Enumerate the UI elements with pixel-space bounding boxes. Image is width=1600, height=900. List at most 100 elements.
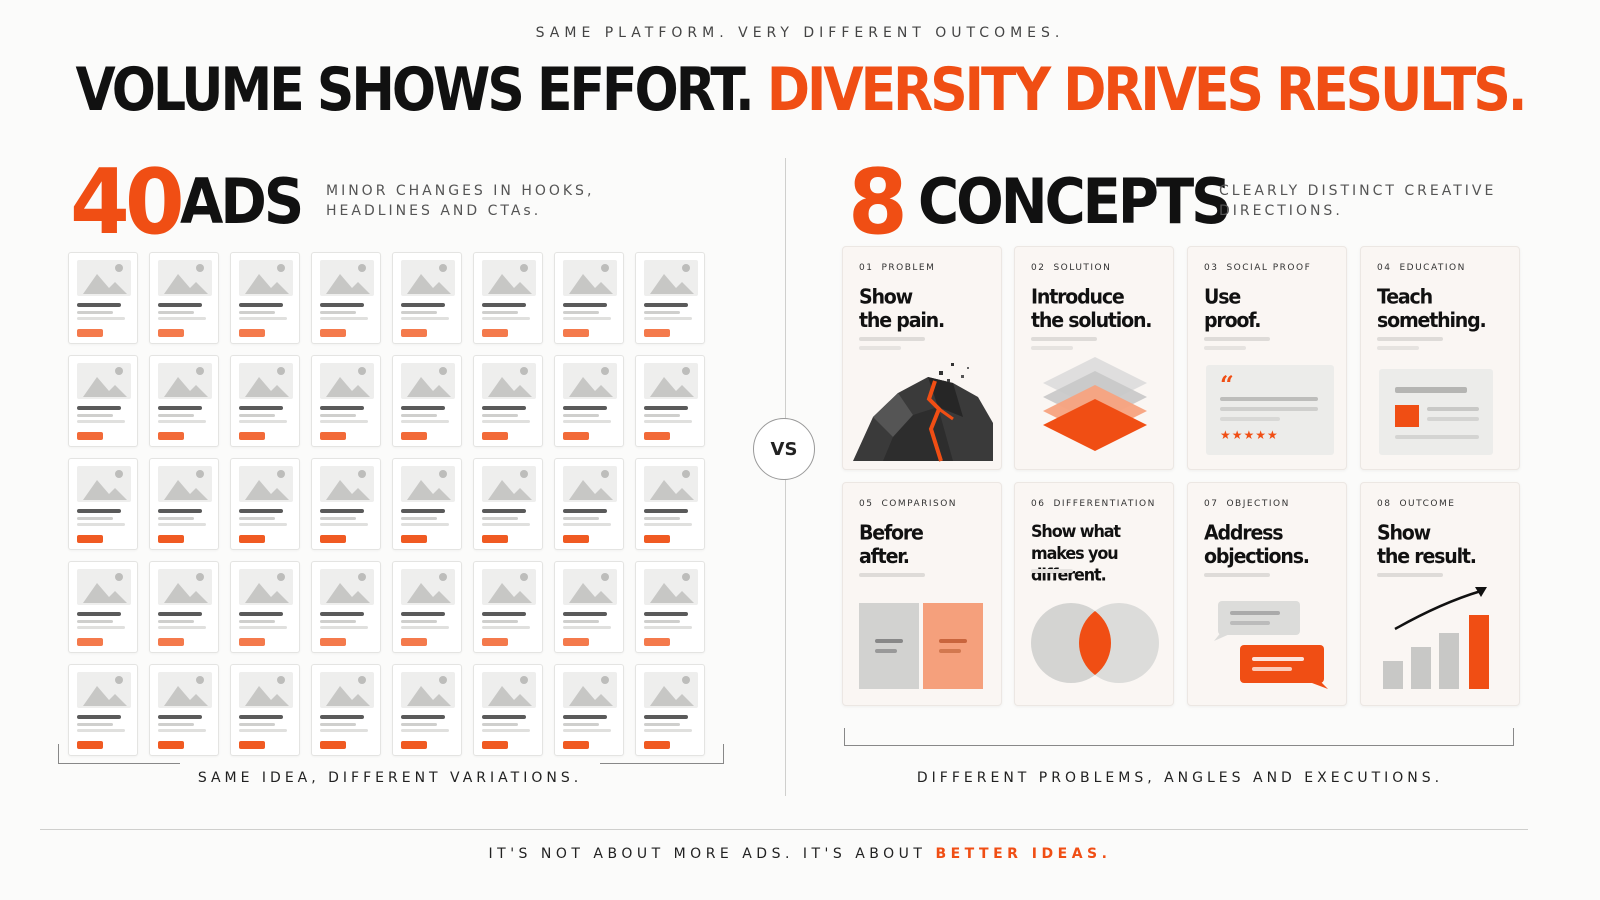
left-note: MINOR CHANGES IN HOOKS, HEADLINES AND CT… <box>326 181 594 221</box>
image-placeholder-icon <box>158 260 212 296</box>
ad-thumbnail <box>392 252 462 344</box>
cta-bar <box>239 432 265 440</box>
image-placeholder-icon <box>644 672 698 708</box>
ad-thumbnail <box>149 355 219 447</box>
image-placeholder-icon <box>644 363 698 399</box>
image-placeholder-icon <box>482 466 536 502</box>
kicker-text: SAME PLATFORM. VERY DIFFERENT OUTCOMES. <box>535 25 1065 41</box>
image-placeholder-icon <box>158 672 212 708</box>
image-placeholder-icon <box>239 569 293 605</box>
ad-thumbnail <box>230 252 300 344</box>
cta-bar <box>239 535 265 543</box>
concept-tag: OUTCOME <box>1399 499 1456 509</box>
left-word: ADS <box>180 166 304 239</box>
ad-thumbnail <box>473 458 543 550</box>
right-number: 8 <box>848 150 908 255</box>
concept-card-comparison: 05 COMPARISON Before after. <box>842 482 1002 706</box>
cta-bar <box>563 432 589 440</box>
ad-thumbnail <box>392 561 462 653</box>
cta-bar <box>320 535 346 543</box>
concept-card-objection: 07 OBJECTION Address objections. <box>1187 482 1347 706</box>
cta-bar <box>563 535 589 543</box>
ad-thumbnail <box>68 252 138 344</box>
right-word: CONCEPTS <box>918 166 1231 239</box>
ad-thumbnail <box>311 561 381 653</box>
cta-bar <box>482 329 508 337</box>
cta-bar <box>401 432 427 440</box>
image-placeholder-icon <box>77 569 131 605</box>
ad-thumbnail <box>149 252 219 344</box>
concept-tag: PROBLEM <box>881 263 936 273</box>
left-note-line2: HEADLINES AND CTAs. <box>326 203 542 219</box>
image-placeholder-icon <box>401 569 455 605</box>
ad-thumbnail <box>149 664 219 756</box>
testimonial-icon: “ <box>1206 365 1334 455</box>
concept-tag: OBJECTION <box>1226 499 1290 509</box>
image-placeholder-icon <box>563 363 617 399</box>
cta-bar <box>320 741 346 749</box>
image-placeholder-icon <box>401 466 455 502</box>
svg-text:“: “ <box>1220 370 1234 399</box>
ad-thumbnail <box>392 458 462 550</box>
footer-text: IT'S NOT ABOUT MORE ADS. IT'S ABOUT BETT… <box>0 846 1600 862</box>
cta-bar <box>401 638 427 646</box>
concept-tag: SOCIAL PROOF <box>1226 263 1312 273</box>
image-placeholder-icon <box>320 569 374 605</box>
concept-card-social-proof: 03 SOCIAL PROOF Use proof. “ ★★★★★ <box>1187 246 1347 470</box>
image-placeholder-icon <box>563 260 617 296</box>
footer-rule <box>40 829 1528 830</box>
cta-bar <box>77 638 103 646</box>
image-placeholder-icon <box>77 260 131 296</box>
ad-thumbnail <box>635 664 705 756</box>
image-placeholder-icon <box>158 466 212 502</box>
cta-bar <box>320 329 346 337</box>
headline-part-effort: VOLUME SHOWS EFFORT. <box>75 56 754 125</box>
right-caption: DIFFERENT PROBLEMS, ANGLES AND EXECUTION… <box>916 770 1444 786</box>
image-placeholder-icon <box>158 363 212 399</box>
cta-bar <box>77 329 103 337</box>
concept-title: Introduce the solution. <box>1031 285 1153 333</box>
image-placeholder-icon <box>563 466 617 502</box>
right-note-line1: CLEARLY DISTINCT CREATIVE <box>1219 183 1497 199</box>
headline: VOLUME SHOWS EFFORT. DIVERSITY DRIVES RE… <box>0 56 1600 125</box>
cta-bar <box>158 432 184 440</box>
image-placeholder-icon <box>401 672 455 708</box>
cta-bar <box>320 432 346 440</box>
cta-bar <box>158 329 184 337</box>
concept-num: 05 <box>859 499 874 509</box>
ad-thumbnail <box>635 252 705 344</box>
concept-card-outcome: 08 OUTCOME Show the result. <box>1360 482 1520 706</box>
image-placeholder-icon <box>644 569 698 605</box>
cta-bar <box>482 432 508 440</box>
concept-title: Before after. <box>859 521 924 569</box>
concept-card-solution: 02 SOLUTION Introduce the solution. <box>1014 246 1174 470</box>
image-placeholder-icon <box>77 466 131 502</box>
ad-thumbnail <box>311 252 381 344</box>
concept-title: Show the pain. <box>859 285 945 333</box>
ad-thumbnail <box>635 561 705 653</box>
cta-bar <box>77 741 103 749</box>
image-placeholder-icon <box>644 260 698 296</box>
cta-bar <box>158 535 184 543</box>
concept-card-differentiation: 06 DIFFERENTIATION Show what makes you di… <box>1014 482 1174 706</box>
headline-part-results: DIVERSITY DRIVES RESULTS. <box>766 56 1528 125</box>
left-caption: SAME IDEA, DIFFERENT VARIATIONS. <box>197 770 583 786</box>
concept-num: 04 <box>1377 263 1392 273</box>
ad-thumbnail <box>554 252 624 344</box>
left-number: 40 <box>70 150 185 255</box>
concept-num: 07 <box>1204 499 1219 509</box>
concept-card-education: 04 EDUCATION Teach something. <box>1360 246 1520 470</box>
ad-thumbnail <box>473 252 543 344</box>
image-placeholder-icon <box>320 363 374 399</box>
ad-thumbnail <box>635 458 705 550</box>
chat-bubbles-icon <box>1214 601 1328 689</box>
cta-bar <box>401 741 427 749</box>
vs-badge: VS <box>753 418 815 480</box>
cta-bar <box>239 638 265 646</box>
ad-thumbnail <box>554 355 624 447</box>
ad-thumbnail <box>473 355 543 447</box>
cta-bar <box>401 535 427 543</box>
image-placeholder-icon <box>320 466 374 502</box>
image-placeholder-icon <box>482 260 536 296</box>
ad-thumbnail <box>149 458 219 550</box>
